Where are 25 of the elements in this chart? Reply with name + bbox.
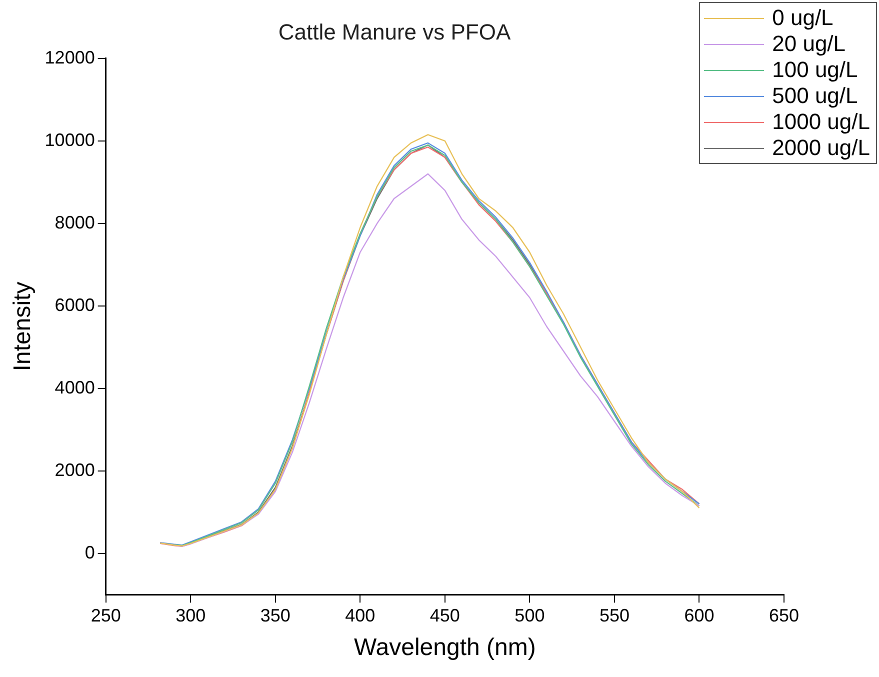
- x-axis-title: Wavelength (nm): [354, 634, 536, 662]
- y-tick-label: 2000: [54, 460, 95, 480]
- x-tick-label: 450: [430, 605, 460, 626]
- y-tick-label: 6000: [54, 294, 95, 315]
- x-tick-label: 600: [684, 605, 714, 626]
- x-tick-label: 550: [599, 605, 630, 626]
- x-tick-label: 400: [345, 605, 376, 626]
- legend-label: 1000 ug/L: [772, 109, 870, 135]
- x-tick-label: 500: [514, 605, 545, 626]
- legend-label: 2000 ug/L: [772, 135, 870, 161]
- x-tick-label: 350: [260, 605, 290, 626]
- x-tick-label: 650: [768, 605, 800, 626]
- x-tick-label: 300: [176, 605, 206, 626]
- y-tick-label: 10000: [44, 130, 95, 150]
- chart-title: Cattle Manure vs PFOA: [278, 19, 511, 44]
- legend-label: 500 ug/L: [772, 83, 858, 109]
- legend-label: 20 ug/L: [772, 31, 846, 57]
- y-axis-title: Intensity: [9, 282, 36, 372]
- y-tick-label: 12000: [44, 47, 95, 68]
- legend-label: 100 ug/L: [772, 57, 858, 83]
- y-tick-label: 4000: [54, 377, 95, 398]
- y-tick-label: 8000: [54, 212, 95, 232]
- y-tick-label: 0: [84, 542, 95, 562]
- legend-label: 0 ug/L: [772, 5, 834, 31]
- x-tick-label: 250: [90, 605, 121, 626]
